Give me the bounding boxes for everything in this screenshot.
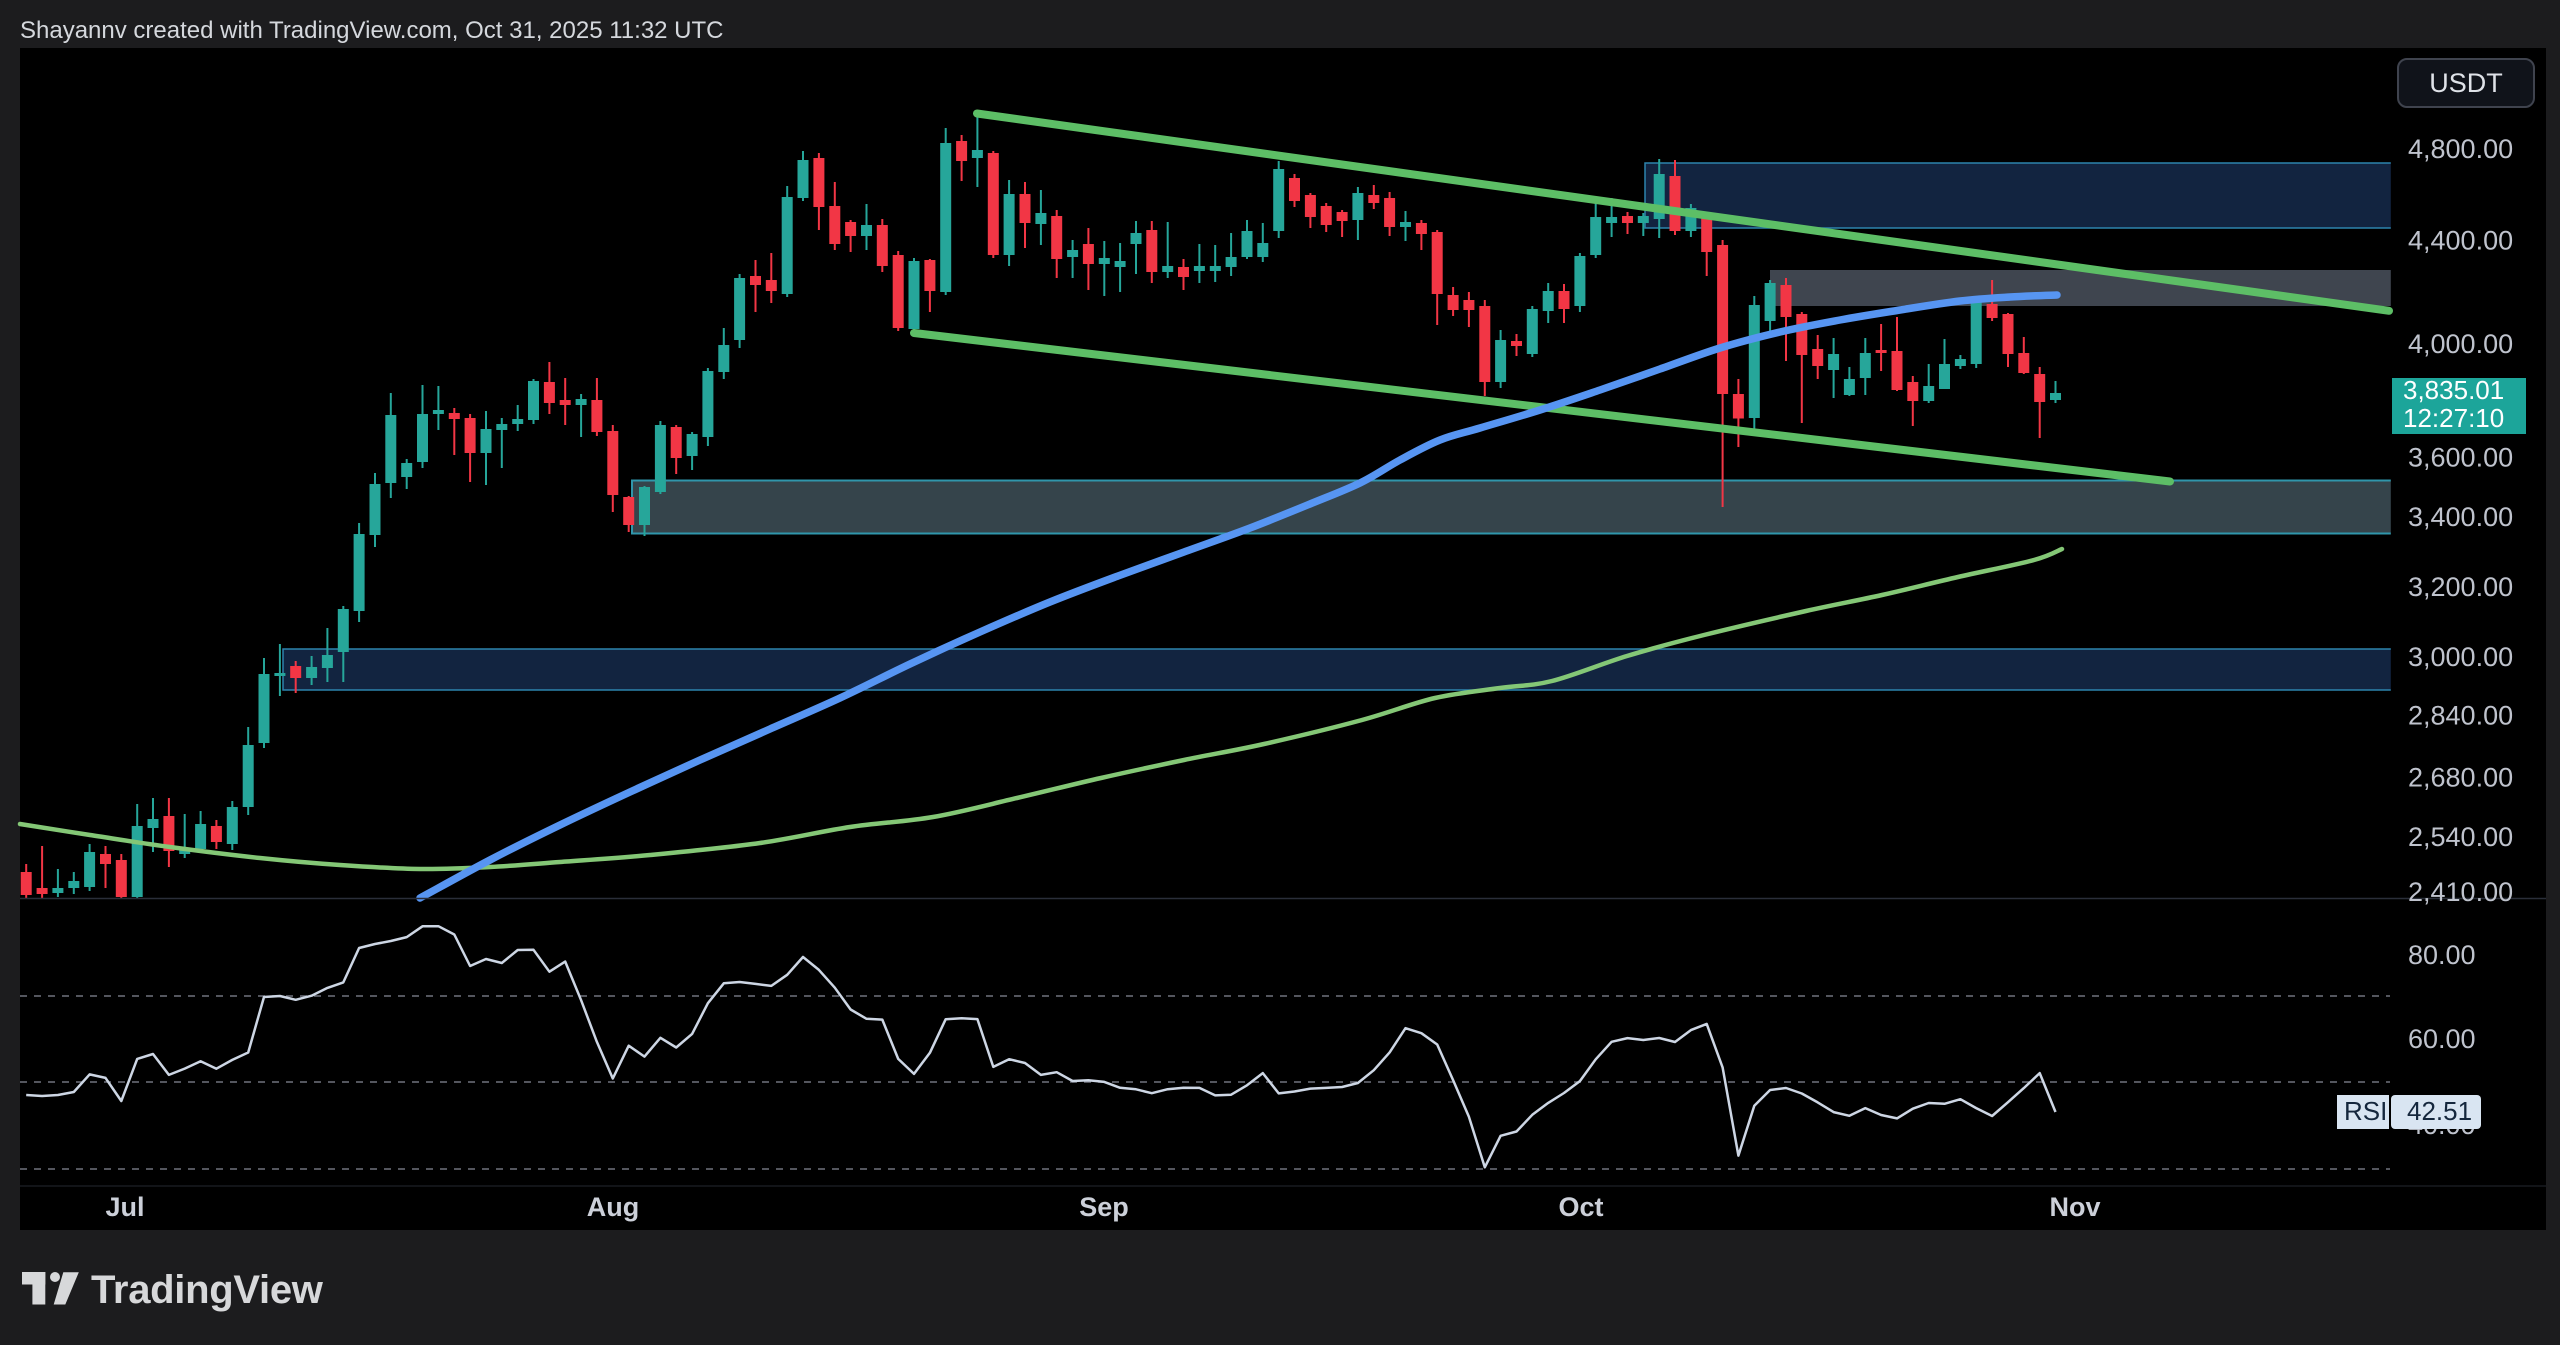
svg-text:4,000.00: 4,000.00	[2408, 329, 2513, 359]
svg-text:4,400.00: 4,400.00	[2408, 226, 2513, 256]
svg-text:Jul: Jul	[105, 1192, 144, 1222]
svg-text:Aug: Aug	[587, 1192, 639, 1222]
svg-text:3,600.00: 3,600.00	[2408, 443, 2513, 473]
svg-text:12:27:10: 12:27:10	[2403, 403, 2504, 433]
svg-text:60.00: 60.00	[2408, 1024, 2476, 1054]
svg-text:Oct: Oct	[1558, 1192, 1603, 1222]
svg-text:USDT: USDT	[2429, 68, 2503, 98]
svg-text:2,540.00: 2,540.00	[2408, 822, 2513, 852]
svg-text:80.00: 80.00	[2408, 940, 2476, 970]
svg-text:RSI: RSI	[2344, 1096, 2387, 1126]
svg-text:Sep: Sep	[1079, 1192, 1129, 1222]
svg-text:3,835.01: 3,835.01	[2403, 375, 2504, 405]
svg-text:TradingView: TradingView	[91, 1268, 324, 1312]
svg-text:Nov: Nov	[2049, 1192, 2100, 1222]
svg-text:Shayannv created with TradingV: Shayannv created with TradingView.com, O…	[20, 17, 724, 44]
svg-text:2,410.00: 2,410.00	[2408, 877, 2513, 907]
svg-text:2,840.00: 2,840.00	[2408, 701, 2513, 731]
svg-text:3,000.00: 3,000.00	[2408, 642, 2513, 672]
svg-text:3,200.00: 3,200.00	[2408, 572, 2513, 602]
svg-text:2,680.00: 2,680.00	[2408, 763, 2513, 793]
svg-text:3,400.00: 3,400.00	[2408, 502, 2513, 532]
svg-text:42.51: 42.51	[2407, 1096, 2472, 1126]
svg-text:4,800.00: 4,800.00	[2408, 134, 2513, 164]
